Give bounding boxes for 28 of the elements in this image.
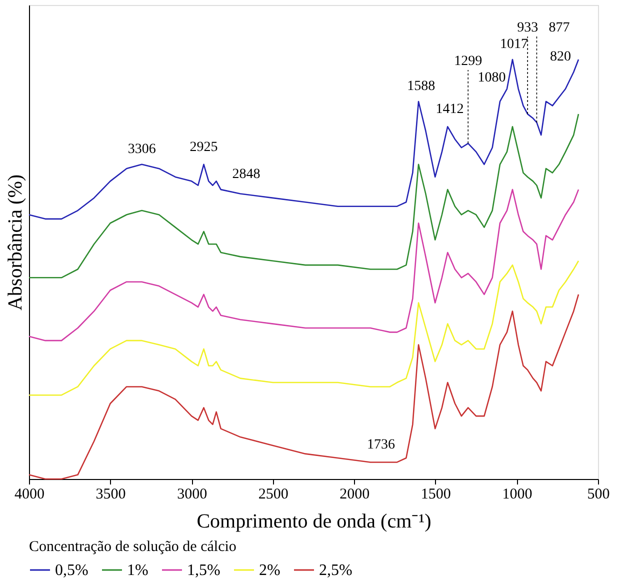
legend-label: 0,5% (55, 562, 88, 579)
x-tick-label: 2500 (258, 486, 288, 502)
annotation: 1017 (500, 37, 528, 52)
x-tick-label: 3500 (96, 486, 126, 502)
x-tick-label: 1000 (502, 486, 532, 502)
annotation: 1299 (454, 54, 482, 69)
x-tick-label: 1500 (420, 486, 451, 502)
legend-label: 1,5% (187, 562, 220, 579)
x-tick-label: 3000 (177, 486, 208, 502)
annotation: 1080 (478, 70, 506, 86)
x-tick-label: 500 (587, 486, 610, 502)
legend-title: Concentração de solução de cálcio (29, 539, 236, 555)
annotation: 820 (550, 50, 571, 65)
y-axis-title: Absorbância (%) (4, 174, 26, 311)
annotation: 3306 (128, 142, 156, 158)
annotation: 2925 (190, 140, 218, 155)
annotation: 1736 (367, 438, 396, 453)
x-tick-label: 2000 (340, 486, 370, 502)
annotation: 2848 (232, 167, 260, 182)
legend-label: 2,5% (319, 562, 352, 579)
x-tick-label: 4000 (14, 486, 44, 502)
annotation: 1412 (436, 102, 464, 118)
x-axis-title: Comprimento de onda (cm⁻¹) (196, 510, 432, 532)
legend-label: 2% (259, 562, 280, 579)
annotation: 1588 (407, 79, 436, 94)
annotation: 877 (548, 20, 570, 36)
legend-label: 1% (127, 562, 148, 579)
annotation: 933 (517, 20, 538, 36)
